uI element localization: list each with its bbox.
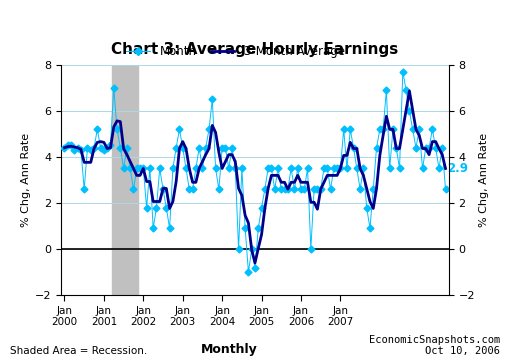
Month xyxy=(442,187,448,192)
Month xyxy=(399,69,405,74)
3-Month Average xyxy=(133,173,139,177)
3-Month Average xyxy=(406,89,412,93)
Text: Shaded Area = Recession.: Shaded Area = Recession. xyxy=(10,346,147,356)
3-Month Average xyxy=(150,199,156,204)
Legend: Month, 3-Month Average: Month, 3-Month Average xyxy=(122,41,349,63)
Text: EconomicSnapshots.com
Oct 10, 2006: EconomicSnapshots.com Oct 10, 2006 xyxy=(368,335,499,356)
Month xyxy=(133,166,139,171)
Y-axis label: % Chg, Ann Rate: % Chg, Ann Rate xyxy=(21,133,31,227)
3-Month Average xyxy=(422,147,428,151)
3-Month Average xyxy=(61,145,67,150)
Month xyxy=(140,166,146,171)
3-Month Average xyxy=(140,166,146,171)
Text: 2.9: 2.9 xyxy=(446,162,467,175)
Line: 3-Month Average: 3-Month Average xyxy=(64,91,445,263)
Bar xyxy=(112,65,138,295)
3-Month Average xyxy=(163,186,169,190)
Month xyxy=(232,166,238,171)
Month xyxy=(245,270,251,274)
Text: Monthly: Monthly xyxy=(201,343,258,356)
Month xyxy=(422,145,428,150)
Y-axis label: % Chg, Ann Rate: % Chg, Ann Rate xyxy=(478,133,488,227)
Title: Chart 3: Average Hourly Earnings: Chart 3: Average Hourly Earnings xyxy=(111,42,398,57)
Month xyxy=(61,145,67,150)
3-Month Average xyxy=(232,159,238,164)
Month xyxy=(150,226,156,230)
3-Month Average xyxy=(251,261,258,265)
Line: Month: Month xyxy=(62,69,447,275)
3-Month Average xyxy=(442,166,448,171)
Month xyxy=(163,206,169,210)
